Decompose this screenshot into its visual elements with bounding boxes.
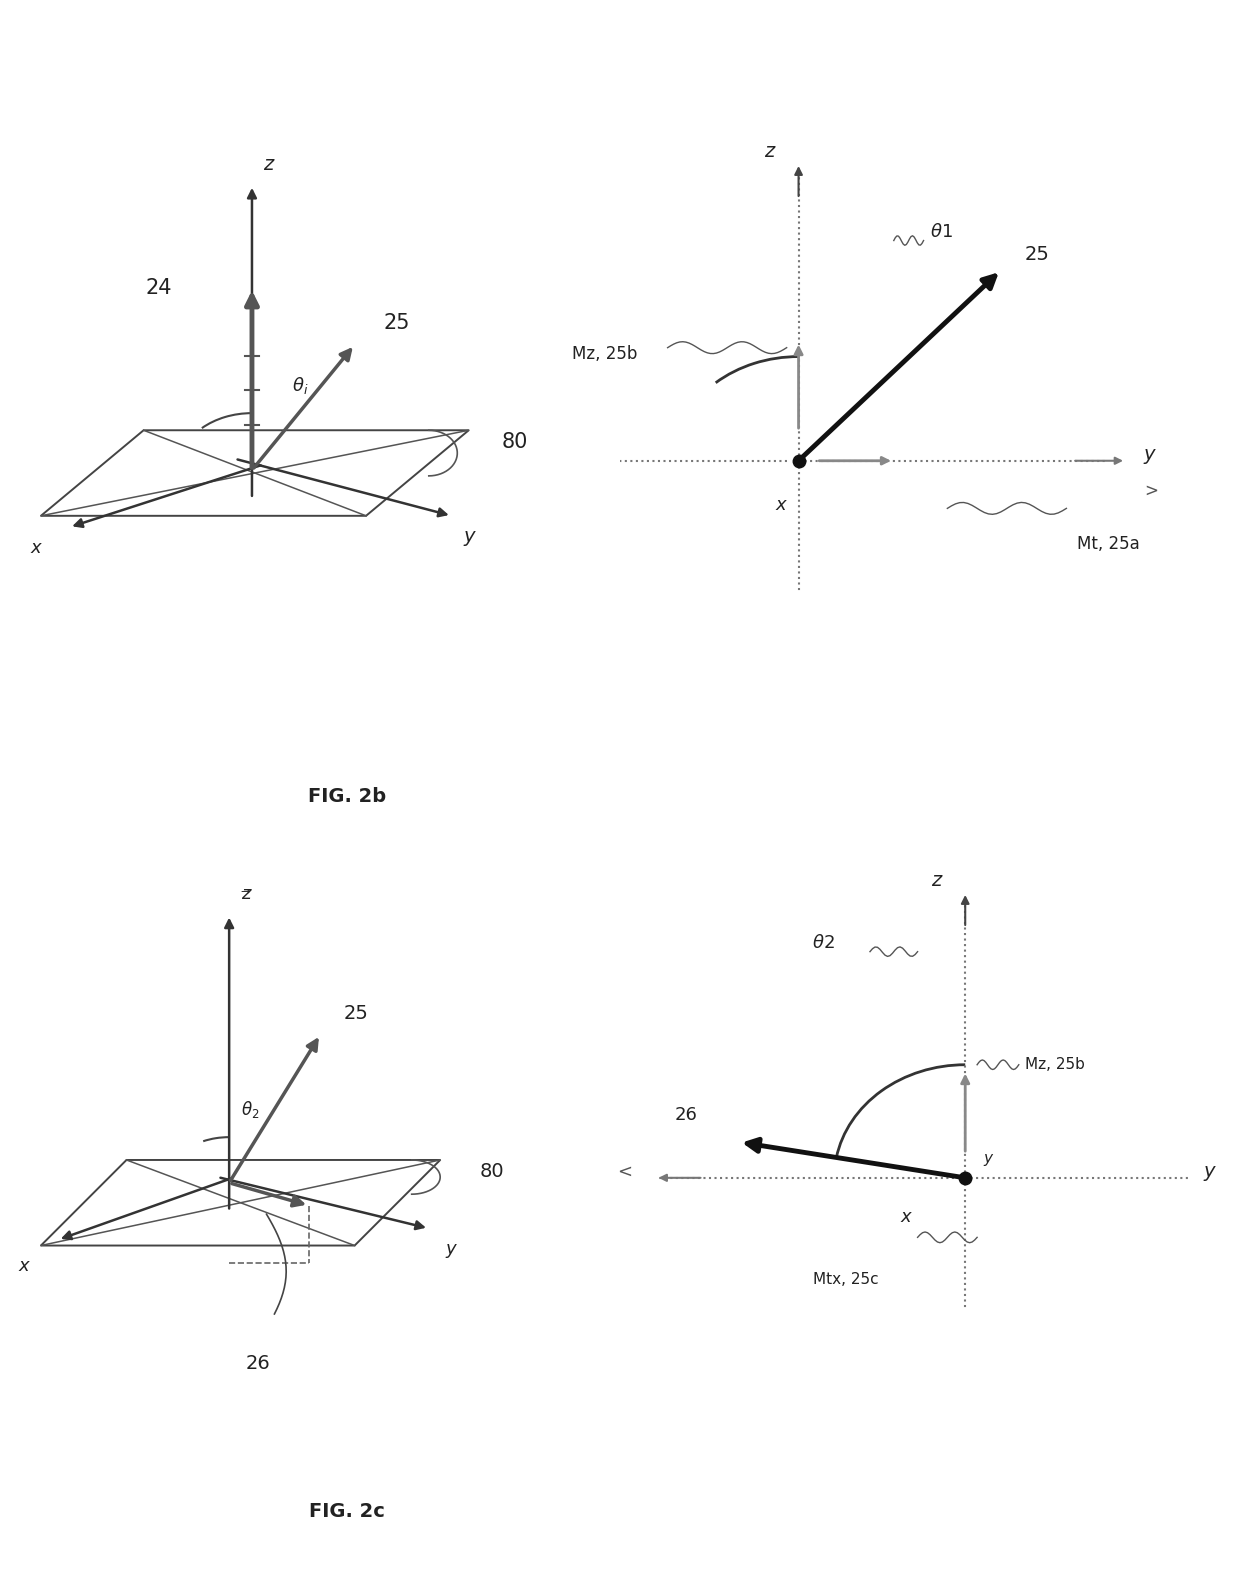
Text: x: x bbox=[30, 539, 41, 556]
Text: <: < bbox=[618, 1163, 632, 1181]
Text: $\theta_2$: $\theta_2$ bbox=[241, 1100, 259, 1120]
Text: z: z bbox=[241, 885, 250, 903]
Text: y: y bbox=[446, 1239, 456, 1258]
Text: 25: 25 bbox=[1024, 245, 1049, 264]
Text: 24: 24 bbox=[145, 278, 172, 297]
Text: →: → bbox=[241, 888, 250, 898]
Text: y: y bbox=[1203, 1163, 1215, 1181]
Text: 80: 80 bbox=[501, 432, 527, 451]
Text: $\theta$2: $\theta$2 bbox=[811, 934, 835, 952]
Text: 25: 25 bbox=[343, 1004, 368, 1023]
Text: $\theta$1: $\theta$1 bbox=[930, 222, 952, 240]
Text: 80: 80 bbox=[479, 1162, 503, 1181]
Text: x: x bbox=[775, 496, 786, 515]
Text: Mt, 25a: Mt, 25a bbox=[1076, 535, 1140, 553]
Text: z: z bbox=[765, 141, 775, 160]
Text: z: z bbox=[263, 154, 274, 173]
Text: z: z bbox=[931, 871, 941, 890]
Text: $\theta_i$: $\theta_i$ bbox=[291, 375, 309, 396]
Text: Mtx, 25c: Mtx, 25c bbox=[813, 1271, 879, 1287]
Text: y: y bbox=[463, 528, 475, 547]
Text: y: y bbox=[1143, 445, 1156, 464]
Text: Mz, 25b: Mz, 25b bbox=[1024, 1057, 1085, 1073]
Text: 25: 25 bbox=[383, 313, 409, 334]
Text: y: y bbox=[983, 1150, 992, 1166]
Text: 26: 26 bbox=[675, 1106, 697, 1125]
Text: FIG. 2b: FIG. 2b bbox=[308, 787, 387, 806]
Text: 26: 26 bbox=[246, 1354, 270, 1373]
Text: >: > bbox=[1143, 481, 1158, 499]
Text: x: x bbox=[19, 1257, 30, 1274]
Text: Mz, 25b: Mz, 25b bbox=[573, 345, 637, 362]
Text: x: x bbox=[900, 1208, 911, 1225]
Text: FIG. 2c: FIG. 2c bbox=[309, 1502, 386, 1521]
